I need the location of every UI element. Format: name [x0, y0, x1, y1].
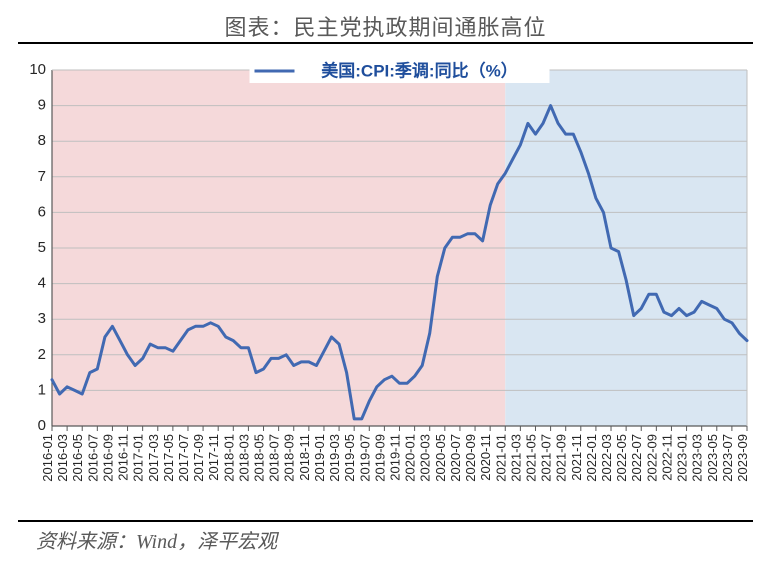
- xtick-label: 2023-01: [675, 434, 690, 482]
- xtick-label: 2022-05: [614, 434, 629, 482]
- legend-label: 美国:CPI:季调:同比（%）: [321, 60, 517, 80]
- chart-svg: 0 1 2 3 4 5 6 7 8 9 10 2016-012016-032016-052016-07…: [18, 50, 753, 516]
- xtick-label: 2023-09: [735, 434, 750, 482]
- ytick-label: 8: [38, 132, 46, 149]
- rule-top: [18, 42, 753, 44]
- ytick-label: 9: [38, 97, 46, 114]
- xtick-label: 2018-07: [267, 434, 282, 482]
- xtick-label: 2017-05: [161, 434, 176, 482]
- xtick-label: 2019-05: [342, 434, 357, 482]
- xtick-label: 2023-07: [720, 434, 735, 482]
- xtick-label: 2016-03: [55, 434, 70, 482]
- ytick-label: 10: [29, 61, 46, 78]
- ytick-label: 1: [38, 381, 46, 398]
- xtick-label: 2022-11: [659, 434, 674, 481]
- xtick-label: 2017-09: [191, 434, 206, 482]
- xtick-label: 2021-05: [523, 434, 538, 482]
- xtick-label: 2020-05: [433, 434, 448, 482]
- xtick-label: 2023-03: [690, 434, 705, 482]
- ytick-label: 6: [38, 203, 46, 220]
- xtick-label: 2017-07: [176, 434, 191, 482]
- chart-title: 图表：民主党执政期间通胀高位: [0, 10, 771, 42]
- chart-figure: 图表：民主党执政期间通胀高位 0123456789102016-012016-0…: [0, 0, 771, 568]
- chart-source: 资料来源：Wind，泽平宏观: [36, 525, 277, 554]
- xtick-label: 2021-01: [493, 434, 508, 482]
- xtick-label: 2021-07: [539, 434, 554, 482]
- xtick-label: 2016-05: [70, 434, 85, 482]
- xtick-label: 2019-09: [372, 434, 387, 482]
- xtick-label: 2019-03: [327, 434, 342, 482]
- xtick-label: 2019-01: [312, 434, 327, 482]
- xtick-label: 2016-09: [100, 434, 115, 482]
- xtick-label: 2017-11: [206, 434, 221, 481]
- ytick-label: 3: [38, 310, 46, 327]
- xtick-label: 2018-03: [236, 434, 251, 482]
- xtick-label: 2022-07: [629, 434, 644, 482]
- xtick-label: 2018-01: [221, 434, 236, 482]
- xtick-label: 2021-03: [508, 434, 523, 482]
- xtick-label: 2019-11: [388, 434, 403, 481]
- xtick-label: 2016-11: [116, 434, 131, 481]
- xtick-label: 2017-03: [146, 434, 161, 482]
- ytick-label: 0: [38, 417, 46, 434]
- xtick-label: 2018-05: [252, 434, 267, 482]
- xtick-label: 2019-07: [357, 434, 372, 482]
- ytick-label: 2: [38, 346, 46, 363]
- chart-wrap: 0 1 2 3 4 5 6 7 8 9 10 2016-012016-032016-052016-07…: [18, 50, 753, 516]
- xtick-label: 2017-01: [131, 434, 146, 482]
- xtick-label: 2016-01: [40, 434, 55, 482]
- ytick-label: 4: [38, 275, 46, 292]
- xtick-label: 2016-07: [85, 434, 100, 482]
- xtick-label: 2022-03: [599, 434, 614, 482]
- ytick-label: 7: [38, 168, 46, 185]
- xtick-label: 2020-09: [463, 434, 478, 482]
- xtick-label: 2022-09: [644, 434, 659, 482]
- xtick-label: 2018-09: [282, 434, 297, 482]
- xtick-label: 2020-01: [403, 434, 418, 482]
- xtick-label: 2018-11: [297, 434, 312, 481]
- rule-bottom: [18, 520, 753, 522]
- xtick-label: 2023-05: [705, 434, 720, 482]
- xtick-label: 2020-03: [418, 434, 433, 482]
- xtick-label: 2020-07: [448, 434, 463, 482]
- xtick-label: 2022-01: [584, 434, 599, 482]
- xtick-label: 2021-11: [569, 434, 584, 481]
- xtick-label: 2020-11: [478, 434, 493, 481]
- ytick-label: 5: [38, 239, 46, 256]
- xtick-label: 2021-09: [554, 434, 569, 482]
